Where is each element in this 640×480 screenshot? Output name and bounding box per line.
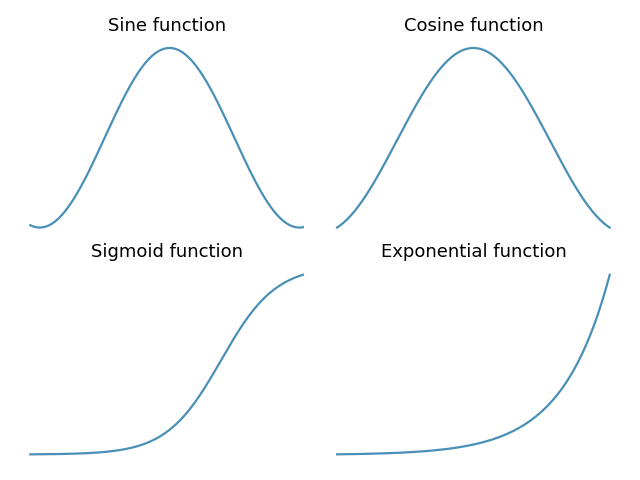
Title: Sigmoid function: Sigmoid function xyxy=(91,243,243,262)
Title: Exponential function: Exponential function xyxy=(381,243,566,262)
Title: Sine function: Sine function xyxy=(108,17,226,35)
Title: Cosine function: Cosine function xyxy=(404,17,543,35)
